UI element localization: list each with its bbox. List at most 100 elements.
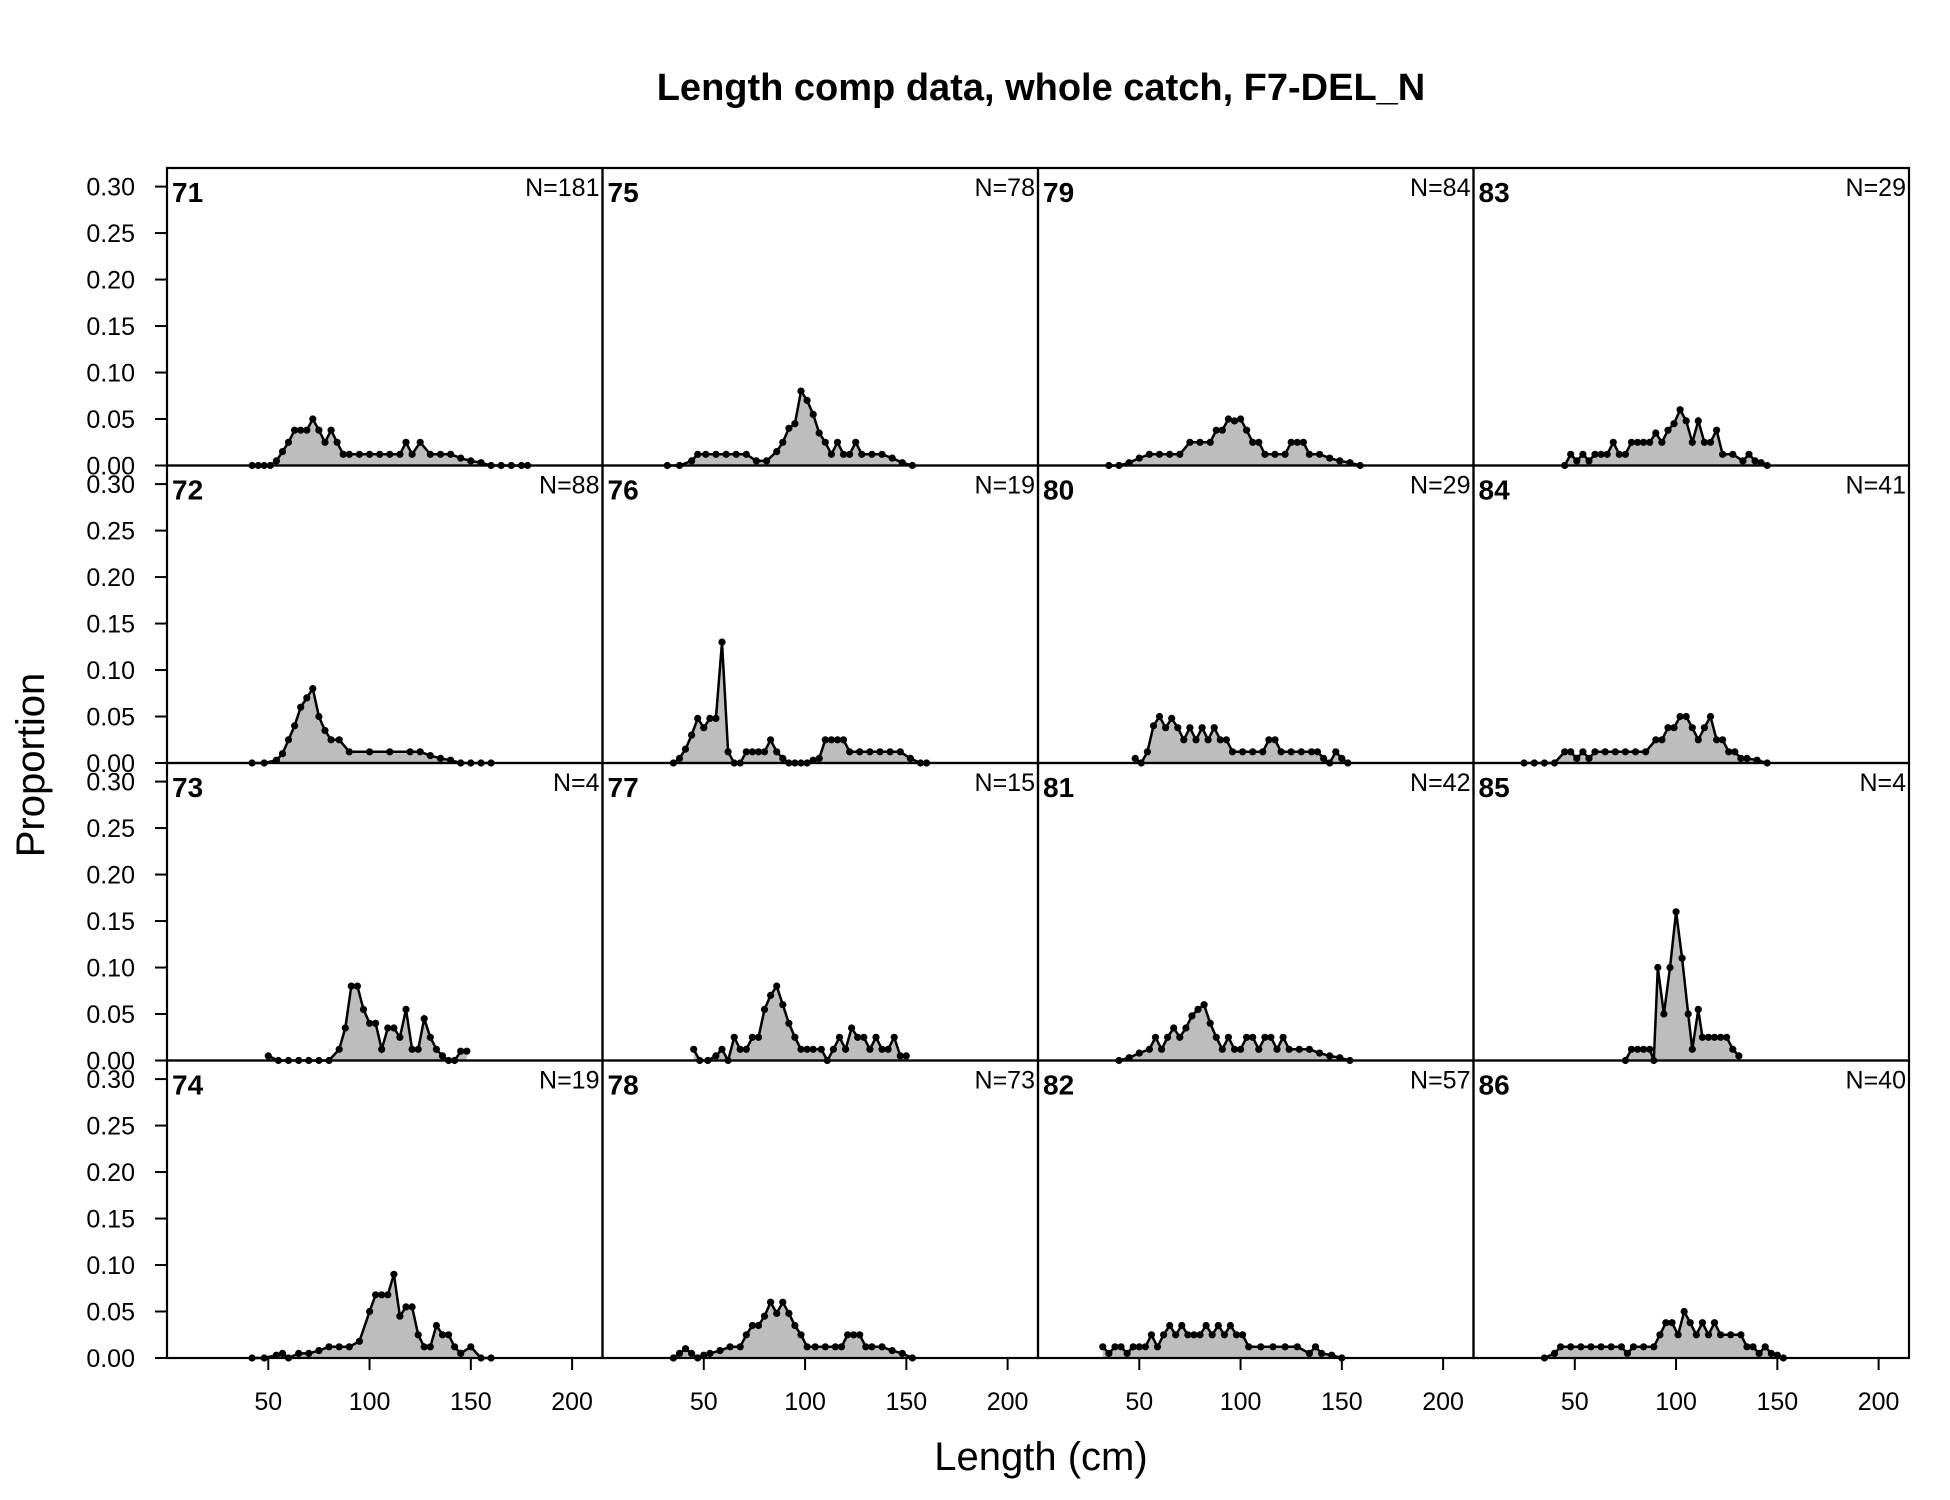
panel-frame — [601, 166, 1040, 467]
panel-86: 86 N=40 50 100 150 200 — [1472, 1059, 1911, 1416]
data-point — [355, 1337, 363, 1345]
data-point — [1261, 1033, 1269, 1041]
data-point — [1147, 1331, 1155, 1339]
data-point — [722, 450, 730, 458]
panel-year-label: 73 — [172, 772, 203, 803]
panel-frame — [1036, 166, 1475, 467]
y-tick-label: 0.00 — [86, 750, 135, 778]
data-point — [1672, 908, 1680, 916]
series-area — [673, 1302, 913, 1358]
data-point — [1212, 426, 1220, 434]
series-area — [1119, 1004, 1350, 1061]
panel-n-label: N=19 — [975, 472, 1035, 500]
data-point — [1698, 1033, 1706, 1041]
data-point — [821, 736, 829, 744]
data-point — [1239, 1331, 1247, 1339]
data-point — [797, 1331, 805, 1339]
data-point — [1182, 1024, 1190, 1032]
data-point — [809, 1045, 817, 1053]
panel-n-label: N=42 — [1410, 769, 1470, 797]
data-point — [1682, 712, 1690, 721]
data-point — [906, 754, 915, 763]
data-point — [1176, 1033, 1184, 1041]
data-point — [712, 450, 720, 458]
data-point — [742, 450, 750, 458]
data-point — [1573, 457, 1581, 465]
data-point — [878, 1343, 886, 1351]
data-point — [821, 438, 829, 446]
data-point — [1224, 1033, 1232, 1041]
data-point — [833, 736, 842, 744]
data-point — [748, 748, 757, 756]
data-point — [438, 1331, 447, 1339]
data-point — [1143, 748, 1151, 756]
data-point — [779, 438, 787, 446]
data-point — [1129, 1343, 1137, 1351]
panel-frame — [1472, 166, 1911, 467]
data-point — [730, 1033, 738, 1041]
data-point — [1174, 724, 1182, 732]
data-point — [1279, 1033, 1287, 1041]
data-point — [815, 429, 823, 437]
data-point — [1719, 736, 1727, 744]
data-point — [681, 1345, 690, 1353]
data-point — [748, 1033, 757, 1041]
panel-year-label: 75 — [608, 177, 639, 208]
data-point — [278, 750, 287, 758]
data-point — [1686, 1319, 1694, 1327]
data-point — [1634, 438, 1642, 446]
data-point — [355, 450, 363, 458]
y-tick-label: 0.10 — [86, 955, 135, 983]
panel-frame — [1472, 464, 1911, 765]
data-point — [457, 454, 465, 462]
x-tick-label: 150 — [885, 1388, 927, 1416]
data-point — [773, 448, 781, 456]
data-point — [1099, 1343, 1107, 1351]
data-point — [1577, 1343, 1585, 1351]
data-point — [1550, 1349, 1559, 1357]
panel-n-label: N=15 — [975, 769, 1035, 797]
data-point — [1299, 438, 1307, 446]
x-tick-label: 100 — [349, 1388, 391, 1416]
data-point — [1694, 736, 1702, 744]
data-point — [860, 1033, 868, 1041]
data-point — [1151, 1033, 1160, 1041]
y-tick-label: 0.15 — [86, 908, 135, 936]
data-point — [420, 1015, 428, 1023]
data-point — [1676, 406, 1684, 414]
data-point — [1640, 438, 1648, 446]
x-tick-label: 100 — [1220, 1388, 1262, 1416]
panel-n-label: N=40 — [1846, 1067, 1906, 1095]
data-point — [1184, 1331, 1192, 1339]
data-point — [1745, 450, 1753, 458]
data-point — [1257, 1343, 1265, 1351]
data-point — [1704, 1033, 1713, 1041]
panel-n-label: N=29 — [1846, 174, 1906, 202]
data-point — [467, 1343, 475, 1351]
data-point — [416, 438, 424, 446]
data-point — [1220, 1331, 1228, 1339]
panel-n-label: N=19 — [539, 1067, 599, 1095]
data-point — [1664, 426, 1672, 434]
data-point — [467, 457, 475, 465]
data-point — [1567, 748, 1575, 756]
data-point — [1305, 1349, 1313, 1357]
data-point — [1176, 450, 1184, 458]
data-point — [408, 1303, 416, 1311]
data-point — [1218, 1045, 1226, 1053]
data-point — [1228, 748, 1237, 756]
data-point — [1621, 450, 1629, 458]
data-point — [890, 1033, 898, 1041]
data-point — [386, 748, 394, 756]
data-point — [1664, 724, 1672, 732]
y-tick-label: 0.15 — [86, 611, 135, 639]
data-point — [426, 1033, 434, 1041]
data-point — [341, 1024, 349, 1032]
data-point — [829, 1045, 838, 1053]
panel-85: 85 N=4 — [1472, 761, 1911, 1065]
panel-year-label: 80 — [1043, 475, 1074, 506]
x-tick-label: 200 — [987, 1388, 1029, 1416]
panel-year-label: 76 — [608, 475, 639, 506]
data-point — [1267, 1033, 1275, 1041]
panel-year-label: 78 — [608, 1070, 639, 1101]
